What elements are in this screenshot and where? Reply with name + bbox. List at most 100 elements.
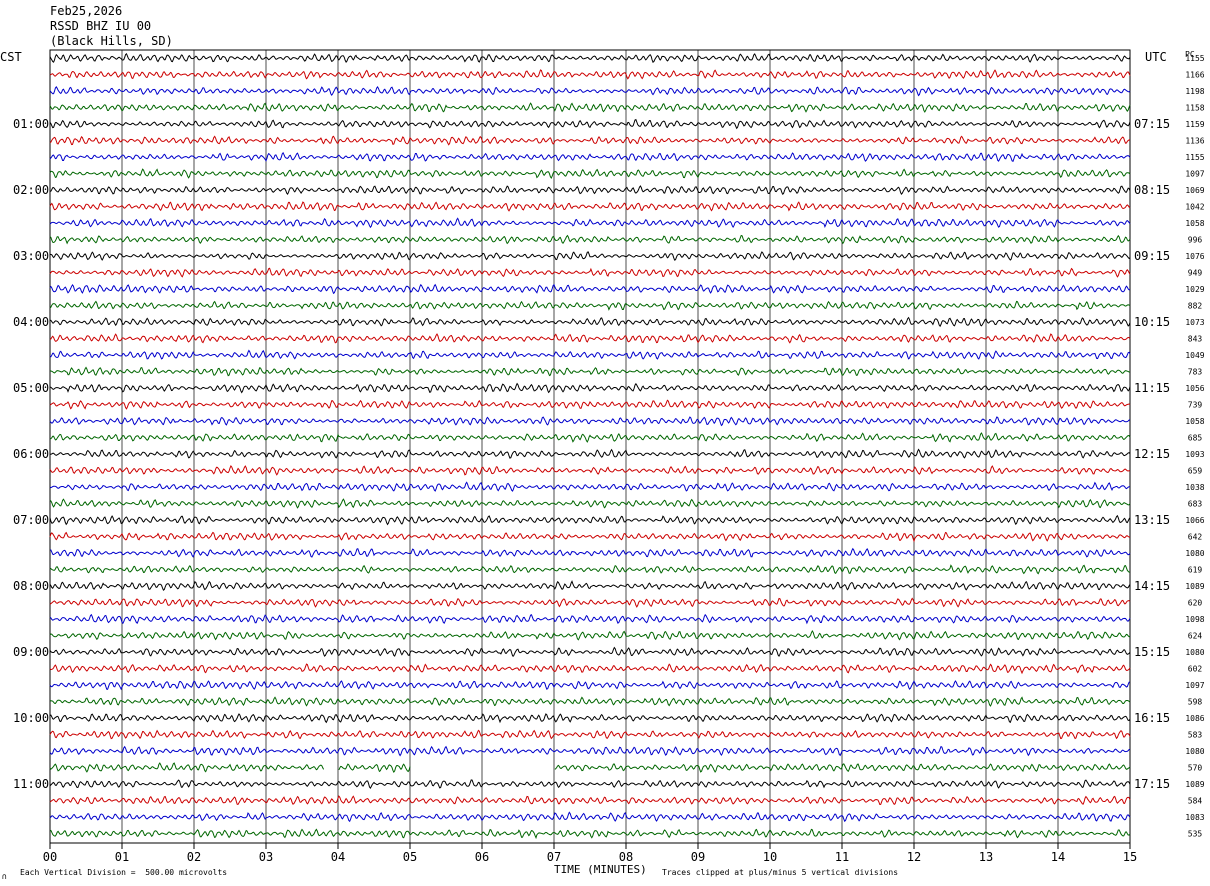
trace-row — [49, 580, 1131, 591]
trace-count-label: 1056 — [1185, 384, 1204, 393]
trace-row — [49, 185, 1131, 195]
x-tick-label: 06 — [475, 850, 489, 864]
trace-row — [49, 795, 1131, 806]
trace-row — [49, 53, 1131, 64]
left-hour-label: 05:00 — [13, 381, 49, 395]
right-hour-label: 09:15 — [1134, 249, 1170, 263]
x-tick-label: 12 — [907, 850, 921, 864]
trace-count-label: 1080 — [1185, 648, 1204, 657]
trace-count-label: 598 — [1188, 698, 1203, 707]
trace-row — [49, 118, 1131, 130]
trace-count-label: 1136 — [1185, 137, 1204, 146]
x-tick-label: 01 — [115, 850, 129, 864]
trace-row — [49, 316, 1131, 328]
trace-count-label: 1069 — [1185, 186, 1204, 195]
trace-row — [49, 283, 1131, 295]
trace-row — [49, 729, 1131, 740]
trace-row — [49, 613, 1131, 625]
trace-count-label: 1038 — [1185, 483, 1204, 492]
trace-count-label: 602 — [1188, 665, 1203, 674]
trace-row — [49, 432, 1131, 443]
x-tick-label: 11 — [835, 850, 849, 864]
trace-count-label: 1083 — [1185, 813, 1204, 822]
right-hour-label: 10:15 — [1134, 315, 1170, 329]
trace-row — [49, 498, 1131, 509]
trace-row — [49, 828, 1131, 840]
trace-row — [49, 745, 1131, 757]
trace-row — [49, 646, 1131, 658]
trace-count-label: 1080 — [1185, 747, 1204, 756]
right-hour-label: 17:15 — [1134, 777, 1170, 791]
trace-count-label: 1198 — [1185, 87, 1204, 96]
trace-count-label: 685 — [1188, 434, 1203, 443]
trace-count-label: 739 — [1188, 401, 1203, 410]
x-axis-label: TIME (MINUTES) — [554, 863, 647, 876]
trace-row — [49, 696, 1131, 707]
trace-row — [49, 399, 1131, 410]
right-timezone-label: UTC — [1145, 50, 1167, 64]
trace-row — [49, 102, 1131, 113]
trace-row — [49, 168, 1131, 179]
trace-count-label: 1166 — [1185, 71, 1204, 80]
right-hour-label: 14:15 — [1134, 579, 1170, 593]
left-hour-label: 09:00 — [13, 645, 49, 659]
plot-frame — [49, 49, 1131, 844]
trace-row — [49, 531, 1131, 543]
x-tick-label: 14 — [1051, 850, 1065, 864]
trace-row — [49, 597, 1131, 608]
trace-count-label: 620 — [1188, 599, 1203, 608]
trace-row — [49, 251, 1131, 261]
clip-note: Traces clipped at plus/minus 5 vertical … — [662, 868, 899, 877]
trace-count-label: 1058 — [1185, 219, 1204, 228]
trace-row — [49, 448, 1131, 459]
x-tick-label: 02 — [187, 850, 201, 864]
x-tick-label: 04 — [331, 850, 345, 864]
trace-count-label: 659 — [1188, 467, 1203, 476]
trace-count-label: 1155 — [1185, 54, 1204, 63]
right-hour-label: 16:15 — [1134, 711, 1170, 725]
x-tick-label: 10 — [763, 850, 777, 864]
trace-row — [49, 382, 1131, 394]
trace-row — [49, 349, 1131, 360]
trace-count-label: 642 — [1188, 533, 1203, 542]
trace-count-label: 1098 — [1185, 615, 1204, 624]
trace-row — [49, 86, 1131, 97]
trace-count-label: 1058 — [1185, 417, 1204, 426]
trace-count-label: 584 — [1188, 797, 1203, 806]
trace-count-label: 1093 — [1185, 450, 1204, 459]
x-tick-label: 08 — [619, 850, 633, 864]
trace-count-label: 583 — [1188, 731, 1203, 740]
x-tick-label: 09 — [691, 850, 705, 864]
trace-count-label: 624 — [1188, 632, 1203, 641]
trace-row — [49, 201, 1131, 212]
right-hour-label: 07:15 — [1134, 117, 1170, 131]
left-hour-label: 01:00 — [13, 117, 49, 131]
trace-count-label: 1076 — [1185, 252, 1204, 261]
trace-count-label: 1080 — [1185, 549, 1204, 558]
trace-row — [49, 762, 1131, 774]
left-hour-label: 03:00 — [13, 249, 49, 263]
trace-row — [49, 514, 1131, 526]
x-tick-label: 15 — [1123, 850, 1137, 864]
left-hour-label: 04:00 — [13, 315, 49, 329]
trace-row — [49, 481, 1131, 492]
scale-note: Each Vertical Division = 500.00 microvol… — [20, 868, 228, 877]
trace-row — [49, 217, 1131, 229]
trace-count-label: 1097 — [1185, 170, 1204, 179]
trace-count-label: 783 — [1188, 368, 1203, 377]
record-date: Feb25,2026 — [50, 4, 123, 18]
x-tick-label: 00 — [43, 850, 57, 864]
left-hour-label: 11:00 — [13, 777, 49, 791]
x-tick-label: 03 — [259, 850, 273, 864]
right-hour-label: 12:15 — [1134, 447, 1170, 461]
trace-count-label: 535 — [1188, 830, 1203, 839]
trace-count-label: 1029 — [1185, 285, 1204, 294]
right-hour-label: 11:15 — [1134, 381, 1170, 395]
trace-count-label: 949 — [1188, 269, 1203, 278]
trace-row — [49, 779, 1131, 789]
left-hour-label: 02:00 — [13, 183, 49, 197]
trace-row — [49, 564, 1130, 575]
trace-count-label: 843 — [1188, 335, 1203, 344]
trace-row — [49, 630, 1131, 641]
